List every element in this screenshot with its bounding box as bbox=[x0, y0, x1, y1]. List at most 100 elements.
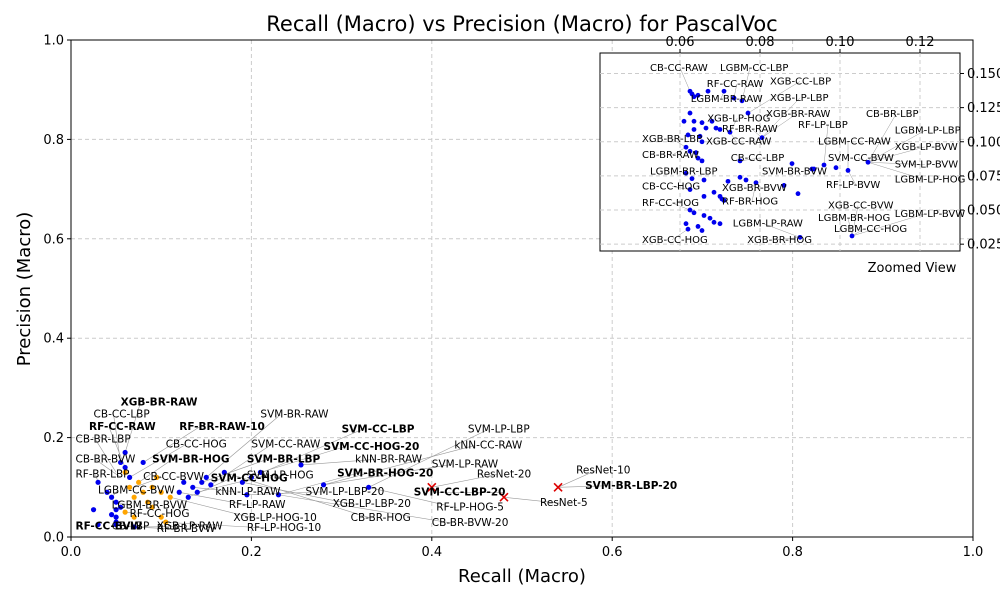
leader-line bbox=[201, 459, 267, 483]
inset-data-point bbox=[687, 207, 693, 213]
inset-x-tick-label: 0.06 bbox=[666, 35, 695, 50]
inset-y-tick-label: 0.100 bbox=[967, 135, 1000, 150]
inset-point-label: CB-BR-LBP bbox=[866, 109, 919, 120]
plot-frame bbox=[70, 39, 974, 538]
y-tick-label: 0.4 bbox=[43, 332, 64, 347]
point-label: SVM-BR-RAW bbox=[260, 409, 329, 421]
x-marker-stroke bbox=[427, 482, 437, 492]
point-label: LGBM-CC-BVW bbox=[98, 484, 175, 496]
inset-data-point bbox=[705, 88, 711, 94]
inset-data-point bbox=[693, 150, 699, 156]
inset-point-label: RF-LP-BVW bbox=[826, 180, 880, 191]
leader-line bbox=[129, 444, 186, 478]
orange-data-point bbox=[149, 504, 155, 510]
inset-leader-line bbox=[867, 161, 925, 165]
leader-line bbox=[323, 445, 475, 486]
blue-data-point bbox=[190, 484, 196, 490]
inset-point-label: RF-BR-RAW bbox=[722, 124, 778, 135]
inset-data-point bbox=[739, 98, 745, 104]
inset-data-point bbox=[687, 148, 693, 154]
inset-data-point bbox=[697, 133, 703, 139]
leader-line bbox=[124, 402, 141, 453]
inset-leader-line bbox=[851, 213, 925, 237]
blue-data-point bbox=[298, 462, 304, 468]
leader-line bbox=[557, 470, 597, 488]
blue-data-point bbox=[118, 504, 124, 510]
inset-data-point bbox=[821, 162, 827, 168]
point-label: RF-LP-RAW bbox=[229, 499, 286, 511]
inset-leader-line bbox=[729, 118, 738, 133]
blue-data-point bbox=[199, 479, 205, 485]
inset-point-label: XGB-BR-HOG bbox=[747, 235, 812, 246]
orange-data-point bbox=[136, 479, 142, 485]
leader-line bbox=[170, 496, 254, 519]
inset-point-label: RF-LP-LBP bbox=[798, 120, 848, 131]
inset-data-point bbox=[687, 110, 693, 116]
orange-data-point bbox=[131, 494, 137, 500]
inset-point-label: LGBM-LP-HOG bbox=[895, 175, 966, 186]
inset-annotation-labels: CB-CC-RAW LGBM-CC-LBP RF-CC-RAW XGB-CC-LBP L… bbox=[642, 63, 965, 246]
inset-point-label: RF-CC-RAW bbox=[707, 79, 764, 90]
x-tick-label: 0.0 bbox=[61, 545, 82, 560]
leader-line bbox=[431, 474, 497, 488]
blue-data-point bbox=[95, 479, 101, 485]
blue-data-point bbox=[194, 489, 200, 495]
inset-y-tick-label: 0.025 bbox=[967, 238, 1000, 253]
zoomed-inset: CB-CC-RAW LGBM-CC-LBP RF-CC-RAW XGB-CC-LBP L… bbox=[599, 35, 1000, 276]
blue-data-point bbox=[127, 474, 133, 480]
inset-leader-line bbox=[761, 97, 801, 138]
blue-data-point bbox=[221, 469, 227, 475]
inset-point-label: XGB-CC-LBP bbox=[770, 76, 831, 87]
inset-data-point bbox=[743, 177, 749, 183]
leader-line bbox=[95, 439, 117, 473]
resnet-markers bbox=[427, 482, 563, 502]
inset-leader-line bbox=[671, 228, 689, 241]
blue-data-point bbox=[239, 479, 245, 485]
inset-data-point bbox=[753, 180, 759, 186]
y-tick-label: 0.8 bbox=[43, 133, 64, 148]
inset-data-point bbox=[683, 144, 689, 150]
inset-leader-line bbox=[747, 81, 801, 114]
inset-point-label: LGBM-BR-LBP bbox=[650, 167, 718, 178]
point-label: CB-BR-BVW bbox=[76, 453, 137, 465]
leader-line bbox=[224, 472, 371, 519]
inset-x-tick-label: 0.10 bbox=[826, 35, 855, 50]
leader-line bbox=[503, 496, 561, 504]
inset-leader-line bbox=[751, 182, 757, 202]
inset-y-tick-label: 0.150 bbox=[967, 67, 1000, 82]
leader-line bbox=[323, 464, 452, 486]
blue-data-point bbox=[113, 499, 119, 505]
inset-leader-lines bbox=[671, 67, 925, 241]
blue-data-point bbox=[122, 449, 128, 456]
inset-data-point bbox=[713, 125, 719, 131]
inset-point-label: LGBM-CC-HOG bbox=[834, 224, 907, 235]
inset-y-tick-label: 0.125 bbox=[967, 101, 1000, 116]
inset-point-label: LGBM-LP-RAW bbox=[733, 218, 803, 229]
inset-data-point bbox=[701, 213, 707, 218]
leader-line bbox=[300, 459, 376, 466]
inset-data-point bbox=[711, 189, 717, 195]
leader-line bbox=[134, 526, 177, 530]
leader-line bbox=[197, 475, 267, 493]
blue-data-point bbox=[108, 512, 115, 518]
inset-data-point bbox=[689, 176, 695, 182]
inset-y-tick-label: 0.050 bbox=[967, 204, 1000, 219]
blue-data-point bbox=[275, 492, 282, 498]
point-label: SVM-LP-LBP-20 bbox=[306, 486, 385, 498]
leader-line bbox=[125, 511, 150, 515]
inset-data-point bbox=[759, 135, 765, 141]
inset-leader-line bbox=[741, 67, 751, 101]
point-label: RF-LP-HOG-5 bbox=[436, 502, 504, 514]
inset-data-point bbox=[717, 221, 723, 227]
orange-data-point bbox=[145, 499, 151, 505]
blue-data-point bbox=[208, 482, 214, 488]
inset-leader-line bbox=[867, 114, 897, 163]
inset-title: Zoomed View bbox=[868, 261, 957, 276]
blue-data-point bbox=[248, 474, 254, 480]
axis-ticks: 0.0 0.2 0.4 0.6 0.8 1.0 0.0 0.2 0.4 0.6 0.8 1.0 bbox=[43, 34, 983, 561]
inset-point-label: RF-BR-HOG bbox=[722, 197, 778, 208]
point-label: RF-BR-LBP bbox=[76, 468, 130, 480]
point-label: kNN-BR-RAW bbox=[355, 453, 423, 465]
inset-leader-line bbox=[847, 217, 853, 237]
leader-line bbox=[134, 526, 177, 528]
